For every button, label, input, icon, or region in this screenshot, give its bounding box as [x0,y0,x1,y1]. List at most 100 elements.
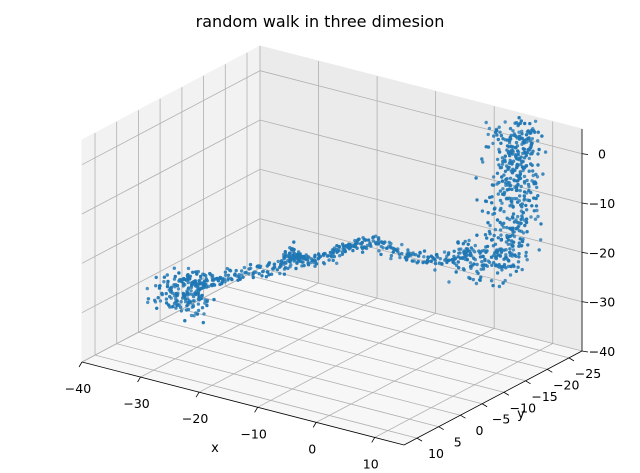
data-point [429,259,433,263]
data-point [527,156,531,161]
data-point [396,247,400,251]
data-point [536,152,540,156]
data-point [516,214,520,219]
data-point [535,185,539,190]
data-point [168,294,172,299]
data-point [537,248,541,252]
y-tick-label: −25 [575,366,601,381]
data-point [237,273,241,277]
data-point [351,248,355,253]
data-point [514,188,519,193]
data-point [517,244,521,248]
axis-lines [78,129,589,446]
data-point [516,260,521,264]
data-point [366,238,371,242]
data-point [525,208,529,212]
data-point [483,258,487,263]
data-point [463,239,467,244]
data-point [162,280,166,284]
data-point [202,285,206,289]
data-point [514,121,519,125]
gridline-z [81,119,583,215]
data-point [520,205,524,209]
data-point [186,286,191,290]
data-point [191,270,195,274]
data-point [515,179,519,183]
data-point [511,263,515,267]
data-point [462,249,466,253]
y-tick-label: 10 [428,446,444,461]
data-point [389,253,394,258]
data-point [486,221,490,225]
data-point [543,150,548,154]
data-point [520,216,524,220]
z-tick-label: −10 [589,196,615,211]
data-point [522,147,527,151]
z-tick-mark [581,251,589,254]
data-point [288,257,292,261]
data-point [345,244,349,248]
data-point [531,149,535,153]
data-point [525,150,529,155]
data-point [518,188,522,193]
z-tick-mark [581,350,589,353]
data-point [154,275,158,280]
data-point [165,273,169,277]
data-point [530,141,534,145]
data-point [228,269,233,273]
data-point [341,243,345,248]
data-point [504,183,508,187]
data-point [480,209,485,213]
data-point [483,233,488,237]
x-tick-mark [195,391,200,398]
data-points [145,116,548,325]
data-point [411,251,415,255]
data-point [278,271,282,276]
data-point [504,266,508,270]
data-point [292,240,296,244]
data-point [523,223,527,228]
data-point [503,278,507,283]
data-point [503,120,507,124]
data-point [498,228,503,232]
data-point [492,207,497,211]
data-point [490,263,494,267]
data-point [155,306,159,310]
data-point [502,209,506,214]
data-point [368,242,372,246]
data-point [456,241,460,245]
data-point [474,176,478,180]
data-point [491,141,495,146]
data-point [296,254,300,258]
x-tick-label: 10 [363,456,379,471]
data-point [519,184,523,189]
data-point [510,196,514,201]
data-point [189,313,194,318]
data-point [173,285,177,289]
data-point [499,250,504,255]
data-point [398,255,402,260]
y-tick-label: −5 [492,412,510,427]
data-point [145,286,149,291]
data-point [527,136,531,140]
data-point [389,256,393,261]
data-point [504,197,509,201]
data-point [196,308,201,313]
data-point [260,270,265,274]
data-point [452,249,456,253]
data-point [381,246,385,250]
data-point [510,254,514,258]
data-point [376,242,381,246]
data-point [525,258,529,262]
data-point [432,257,437,261]
data-point [511,212,516,216]
data-point [452,254,456,259]
data-point [212,278,216,282]
data-point [528,139,532,143]
data-point [389,241,393,246]
data-point [512,196,517,201]
data-point [293,257,297,262]
data-point [317,253,321,257]
